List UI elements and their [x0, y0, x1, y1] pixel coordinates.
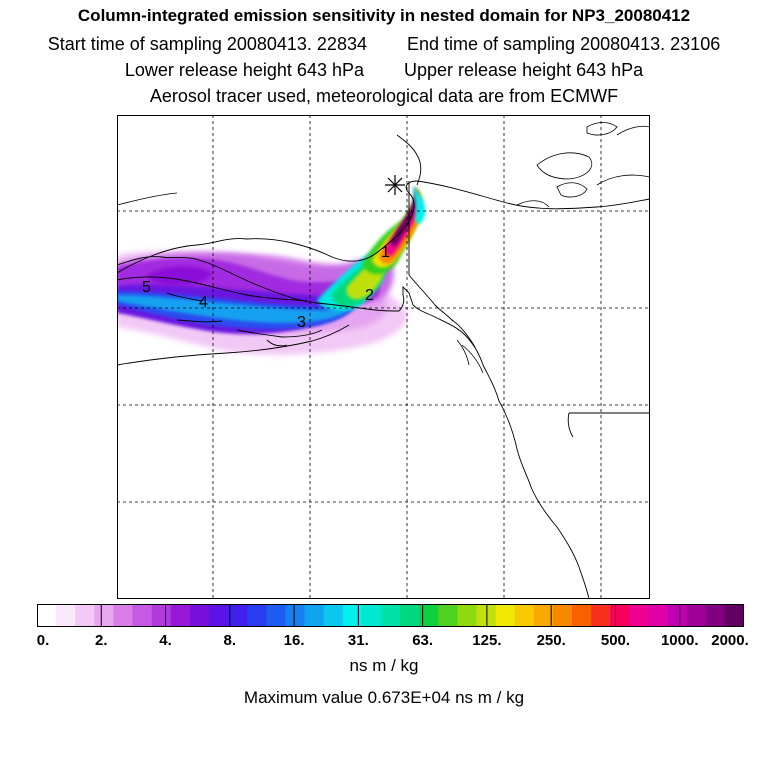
- colorbar-tick-label: 2000.: [711, 632, 749, 649]
- colorbar-swatch: [151, 604, 172, 627]
- colorbar-swatch: [495, 604, 516, 627]
- colorbar-tick-label: 0.: [36, 632, 50, 649]
- marker-4: 4: [199, 294, 208, 311]
- colorbar-swatch: [724, 604, 744, 627]
- colorbar-tick-label: 8.: [223, 632, 237, 649]
- colorbar-swatch: [113, 604, 134, 627]
- colorbar-swatch: [132, 604, 153, 627]
- colorbar-tick-label: 1000.: [660, 632, 699, 649]
- colorbar-swatch: [648, 604, 669, 627]
- colorbar-swatch: [247, 604, 267, 627]
- marker-3: 3: [297, 314, 306, 331]
- sampling-time-line: Start time of sampling 20080413. 22834 En…: [0, 34, 768, 55]
- colorbar-swatch: [170, 604, 191, 627]
- colorbar-swatch: [285, 604, 306, 627]
- colorbar-swatch: [361, 604, 382, 627]
- colorbar-swatch: [610, 604, 630, 627]
- colorbar-tick-label: 63.: [412, 632, 434, 649]
- colorbar-swatch: [591, 604, 611, 627]
- start-time-label: Start time of sampling 20080413. 22834: [47, 34, 367, 54]
- colorbar-swatch: [572, 604, 592, 627]
- colorbar-swatch: [552, 604, 573, 627]
- colorbar-swatch: [266, 604, 286, 627]
- release-height-line: Lower release height 643 hPa Upper releas…: [0, 60, 768, 81]
- lower-release-label: Lower release height 643 hPa: [124, 60, 364, 80]
- gridlines: [117, 115, 650, 599]
- colorbar-tick-label: 250.: [536, 632, 566, 649]
- colorbar-swatch: [400, 604, 420, 627]
- marker-5: 5: [142, 279, 151, 296]
- colorbar-swatch: [228, 604, 248, 627]
- colorbar-tick-label: 2.: [95, 632, 108, 649]
- colorbar-swatch: [323, 604, 344, 627]
- marker-2: 2: [365, 287, 374, 304]
- colorbar-swatch: [94, 604, 114, 627]
- colorbar-swatch: [380, 604, 401, 627]
- political-boundaries: [408, 181, 650, 438]
- tracer-info-line: Aerosol tracer used, meteorological data…: [149, 86, 619, 106]
- colorbar-swatch: [476, 604, 497, 627]
- colorbar-frame: [37, 604, 744, 627]
- colorbar-tick-label: 31.: [347, 632, 369, 649]
- sensitivity-map: 1 2 3 4 5: [117, 115, 650, 599]
- colorbar: [37, 604, 744, 627]
- end-time-label: End time of sampling 20080413. 23106: [406, 34, 721, 54]
- coastlines: [117, 134, 650, 599]
- upper-release-label: Upper release height 643 hPa: [404, 60, 644, 80]
- colorbar-swatch: [342, 604, 363, 627]
- colorbar-swatch: [514, 604, 535, 627]
- colorbar-tick-label: 4.: [159, 632, 172, 649]
- colorbar-tick-label: 125.: [472, 632, 502, 649]
- maximum-value-label: Maximum value 0.673E+04 ns m / kg: [243, 688, 525, 707]
- colorbar-swatch: [419, 604, 439, 627]
- map-frame: [117, 115, 650, 599]
- figure-title: Column-integrated emission sensitivity i…: [77, 6, 691, 25]
- colorbar-swatch: [304, 604, 325, 627]
- colorbar-unit: ns m / kg: [349, 656, 419, 675]
- colorbar-swatch: [189, 604, 210, 627]
- colorbar-tick-label: 500.: [600, 632, 631, 649]
- colorbar-swatch: [705, 604, 726, 627]
- colorbar-swatch: [686, 604, 707, 627]
- colorbar-swatch: [629, 604, 649, 627]
- asterisk-icon: [385, 175, 405, 195]
- colorbar-swatch: [667, 604, 688, 627]
- marker-1: 1: [381, 244, 390, 261]
- colorbar-swatch: [37, 604, 57, 627]
- sensitivity-plume: [117, 185, 426, 355]
- colorbar-swatch: [75, 604, 95, 627]
- colorbar-swatch: [56, 604, 76, 627]
- colorbar-tick-label: 16.: [283, 632, 305, 649]
- colorbar-swatch: [208, 604, 229, 627]
- colorbar-swatch: [533, 604, 554, 627]
- colorbar-swatch: [457, 604, 477, 627]
- colorbar-swatch: [438, 604, 458, 627]
